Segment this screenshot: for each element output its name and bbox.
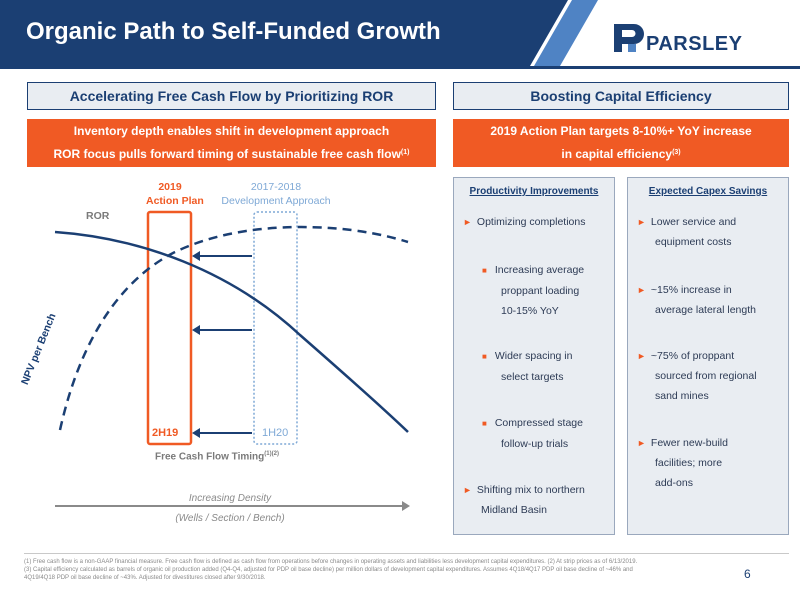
- ror-curve: [54, 230, 409, 433]
- label-2017-2018: 2017-2018: [250, 181, 302, 193]
- right-box-line2-sup: (3): [672, 149, 681, 156]
- productivity-item-1: ► Optimizing completions: [463, 212, 585, 232]
- footnote: (1) Free cash flow is a non-GAAP financi…: [24, 558, 724, 582]
- bullet-triangle-icon: ►: [637, 351, 646, 361]
- productivity-sub-1-line-b: proppant loading: [501, 285, 580, 297]
- capex-item-1-line-a: Lower service and: [650, 216, 737, 228]
- capex-item-1: ► Lower service and equipment costs: [637, 212, 736, 252]
- capex-item-4: ► Fewer new-build facilities; more add-on…: [637, 433, 728, 493]
- right-box-line2-wrap: in capital efficiency(3): [453, 143, 789, 166]
- productivity-sub-2-line-b: select targets: [501, 371, 564, 383]
- action-plan-label: 2019 Action Plan: [146, 180, 204, 208]
- bullet-square-icon: ■: [482, 352, 487, 361]
- productivity-sub-1-line-c: 10-15% YoY: [501, 305, 559, 317]
- npv-curve: [58, 225, 409, 431]
- parsley-logo-icon: [614, 24, 644, 52]
- left-section-title: Accelerating Free Cash Flow by Prioritiz…: [69, 88, 394, 104]
- productivity-panel: Productivity Improvements ► Optimizing co…: [453, 177, 615, 535]
- bullet-triangle-icon: ►: [463, 217, 472, 227]
- label-2h19: 2H19: [152, 427, 179, 439]
- title-bar-background: [0, 0, 598, 66]
- header-divider: [0, 66, 800, 69]
- label-1h20: 1H20: [262, 427, 289, 439]
- capex-item-2: ► ~15% increase in average lateral length: [637, 280, 756, 320]
- header: Organic Path to Self-Funded Growth PARSL…: [0, 0, 800, 66]
- right-section-title: Boosting Capital Efficiency: [530, 88, 712, 104]
- right-section-header: Boosting Capital Efficiency: [453, 82, 789, 110]
- footnote-line-2: (3) Capital efficiency calculated as bar…: [24, 567, 633, 573]
- footnote-line-1: (1) Free cash flow is a non-GAAP financi…: [24, 559, 638, 565]
- footer-divider: [24, 553, 789, 554]
- fcf-timing-label: Free Cash Flow Timing(1)(2): [155, 451, 279, 462]
- logo-text: PARSLEY: [646, 33, 743, 55]
- productivity-title: Productivity Improvements: [469, 186, 599, 197]
- productivity-sub-1-line-a: Increasing average: [494, 264, 585, 276]
- productivity-sub-2-line-a: Wider spacing in: [494, 350, 573, 362]
- productivity-item-2-line-b: Midland Basin: [481, 504, 547, 516]
- density-sub-label: (Wells / Section / Bench): [175, 513, 285, 524]
- page-title: Organic Path to Self-Funded Growth: [26, 18, 441, 45]
- capex-item-4-line-b: facilities; more: [655, 457, 723, 469]
- capex-item-1-line-b: equipment costs: [655, 236, 732, 248]
- ror-npv-diagram: [54, 210, 410, 511]
- bullet-square-icon: ■: [482, 266, 487, 275]
- left-box-line1: Inventory depth enables shift in develop…: [73, 124, 390, 138]
- productivity-item-2-line-a: Shifting mix to northern: [476, 484, 585, 496]
- arrow-left-icon: [192, 428, 252, 438]
- right-highlight-box: 2019 Action Plan targets 8-10%+ YoY incr…: [453, 119, 789, 167]
- capex-item-3: ► ~75% of proppant sourced from regional …: [637, 346, 757, 406]
- left-section-header: Accelerating Free Cash Flow by Prioritiz…: [27, 82, 436, 110]
- label-action-plan: Action Plan: [146, 195, 204, 207]
- bullet-square-icon: ■: [482, 419, 487, 428]
- bullet-triangle-icon: ►: [463, 485, 472, 495]
- left-box-line2-wrap: ROR focus pulls forward timing of sustai…: [27, 143, 436, 166]
- bullet-triangle-icon: ►: [637, 217, 646, 227]
- footnote-line-3: 4Q19/4Q18 PDP oil base decline of ~43%. …: [24, 575, 266, 581]
- left-box-line2: ROR focus pulls forward timing of sustai…: [53, 147, 401, 161]
- left-highlight-box: Inventory depth enables shift in develop…: [27, 119, 436, 167]
- capex-item-4-line-a: Fewer new-build: [650, 437, 728, 449]
- label-2019: 2019: [158, 181, 182, 193]
- productivity-sub-3-line-a: Compressed stage: [494, 417, 583, 429]
- arrow-left-icon: [192, 251, 252, 261]
- capex-item-2-line-a: ~15% increase in: [650, 284, 732, 296]
- right-box-line1: 2019 Action Plan targets 8-10%+ YoY incr…: [490, 124, 752, 138]
- bullet-triangle-icon: ►: [637, 285, 646, 295]
- capex-item-3-line-b: sourced from regional: [655, 370, 757, 382]
- development-approach-label: 2017-2018 Development Approach: [205, 180, 347, 208]
- label-development-approach: Development Approach: [221, 195, 331, 207]
- capex-item-3-line-c: sand mines: [655, 390, 709, 402]
- capex-item-2-line-b: average lateral length: [655, 304, 756, 316]
- productivity-item-2: ► Shifting mix to northern Midland Basin: [463, 480, 585, 520]
- action-plan-box: [146, 210, 193, 446]
- capex-item-3-line-a: ~75% of proppant: [650, 350, 735, 362]
- productivity-sub-3: ■ Compressed stage follow-up trials: [482, 413, 583, 454]
- fcf-timing-sup: (1)(2): [264, 451, 279, 457]
- capex-title: Expected Capex Savings: [648, 186, 768, 197]
- page-number: 6: [744, 567, 751, 581]
- increasing-density-label: Increasing Density: [188, 493, 272, 504]
- fcf-timing-text: Free Cash Flow Timing: [155, 451, 265, 463]
- productivity-item-1-text: Optimizing completions: [476, 216, 586, 228]
- bullet-triangle-icon: ►: [637, 438, 646, 448]
- productivity-sub-2: ■ Wider spacing in select targets: [482, 346, 572, 387]
- density-arrow-icon: [55, 501, 410, 511]
- ror-label: ROR: [86, 210, 110, 222]
- arrow-left-icon: [192, 325, 252, 335]
- productivity-sub-1: ■ Increasing average proppant loading 10-…: [482, 260, 584, 321]
- productivity-sub-3-line-b: follow-up trials: [501, 438, 569, 450]
- capex-item-4-line-c: add-ons: [655, 477, 693, 489]
- left-box-line2-sup: (1): [400, 149, 410, 156]
- capex-panel: Expected Capex Savings ► Lower service an…: [627, 177, 789, 535]
- right-box-line2: in capital efficiency: [561, 147, 673, 161]
